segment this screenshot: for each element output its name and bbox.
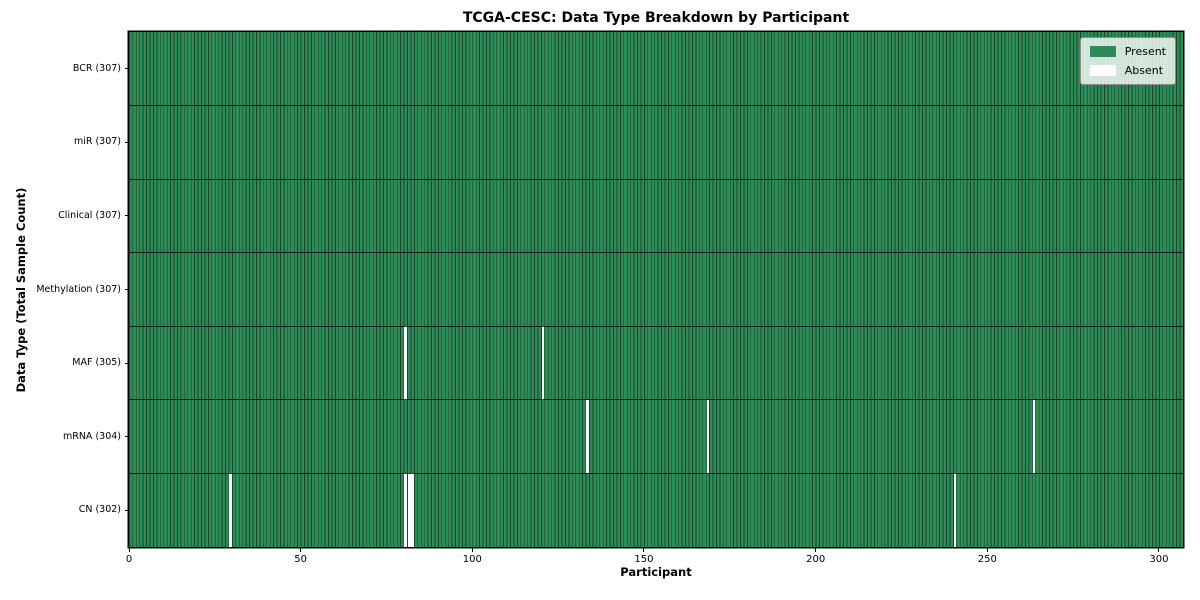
xtick-label-300: 300 bbox=[1149, 554, 1169, 565]
ytick-mark bbox=[125, 141, 129, 143]
ytick-label-BCR: BCR (307) bbox=[72, 62, 121, 74]
ytick-mark bbox=[125, 362, 129, 364]
xtick-mark bbox=[471, 548, 473, 552]
row-separator bbox=[129, 252, 1183, 254]
absent-cell-MAF-120 bbox=[541, 326, 545, 400]
absent-cell-CN-29 bbox=[229, 473, 232, 547]
ytick-label-CN: CN (302) bbox=[78, 504, 121, 516]
xtick-mark bbox=[815, 548, 817, 552]
ytick-label-mRNA: mRNA (304) bbox=[62, 430, 121, 442]
ytick-label-MAF: MAF (305) bbox=[72, 357, 121, 369]
absent-cell-CN-82 bbox=[411, 473, 414, 547]
legend: Present Absent bbox=[1079, 37, 1176, 85]
ytick-label-Clinical: Clinical (307) bbox=[58, 209, 121, 221]
xtick-label-0: 0 bbox=[125, 554, 133, 565]
legend-entry-present: Present bbox=[1089, 45, 1166, 58]
xtick-label-200: 200 bbox=[806, 554, 826, 565]
xtick-mark bbox=[128, 548, 130, 552]
xtick-label-250: 250 bbox=[977, 554, 997, 565]
row-separator bbox=[129, 105, 1183, 107]
xtick-mark bbox=[643, 548, 645, 552]
legend-label-absent: Absent bbox=[1124, 64, 1164, 77]
absent-cell-CN-81 bbox=[407, 473, 411, 547]
row-separator bbox=[129, 399, 1183, 401]
ytick-mark bbox=[125, 215, 129, 217]
legend-swatch-absent-icon bbox=[1089, 65, 1116, 76]
xtick-mark bbox=[986, 548, 988, 552]
row-separator bbox=[129, 325, 1183, 327]
row-separator bbox=[129, 178, 1183, 180]
ytick-mark bbox=[125, 436, 129, 438]
xtick-label-150: 150 bbox=[634, 554, 654, 565]
legend-label-present: Present bbox=[1124, 45, 1166, 58]
ytick-label-Methylation: Methylation (307) bbox=[36, 283, 121, 295]
ytick-mark bbox=[125, 68, 129, 70]
x-axis-label: Participant bbox=[620, 565, 692, 579]
ytick-label-miR: miR (307) bbox=[73, 136, 121, 148]
chart-title: TCGA-CESC: Data Type Breakdown by Partic… bbox=[462, 10, 850, 26]
xtick-mark bbox=[300, 548, 302, 552]
absent-cell-MAF-80 bbox=[404, 326, 408, 400]
xtick-label-50: 50 bbox=[294, 554, 308, 565]
ytick-mark bbox=[125, 509, 129, 511]
legend-entry-absent: Absent bbox=[1089, 64, 1166, 77]
absent-cell-CN-80 bbox=[404, 473, 408, 547]
absent-cell-mRNA-133 bbox=[586, 399, 590, 474]
heatmap-plot: Present Absent bbox=[129, 32, 1183, 547]
absent-cell-mRNA-263 bbox=[1032, 399, 1036, 474]
row-separator bbox=[129, 472, 1183, 474]
xtick-label-100: 100 bbox=[462, 554, 482, 565]
absent-cell-CN-240 bbox=[953, 473, 957, 547]
legend-swatch-present-icon bbox=[1089, 46, 1116, 57]
xtick-mark bbox=[1158, 548, 1160, 552]
absent-cell-mRNA-168 bbox=[706, 399, 710, 474]
ytick-mark bbox=[125, 289, 129, 290]
